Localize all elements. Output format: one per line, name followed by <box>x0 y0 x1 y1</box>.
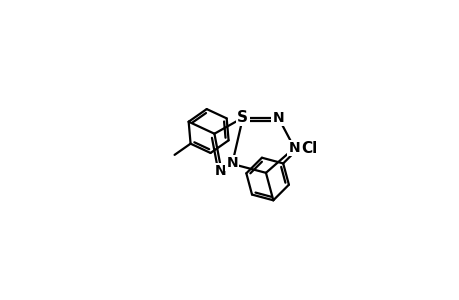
Text: N: N <box>226 156 237 170</box>
Text: N: N <box>214 164 226 178</box>
Text: N: N <box>288 141 300 155</box>
Text: Cl: Cl <box>301 141 317 156</box>
Text: N: N <box>272 111 284 125</box>
Text: S: S <box>237 110 248 125</box>
